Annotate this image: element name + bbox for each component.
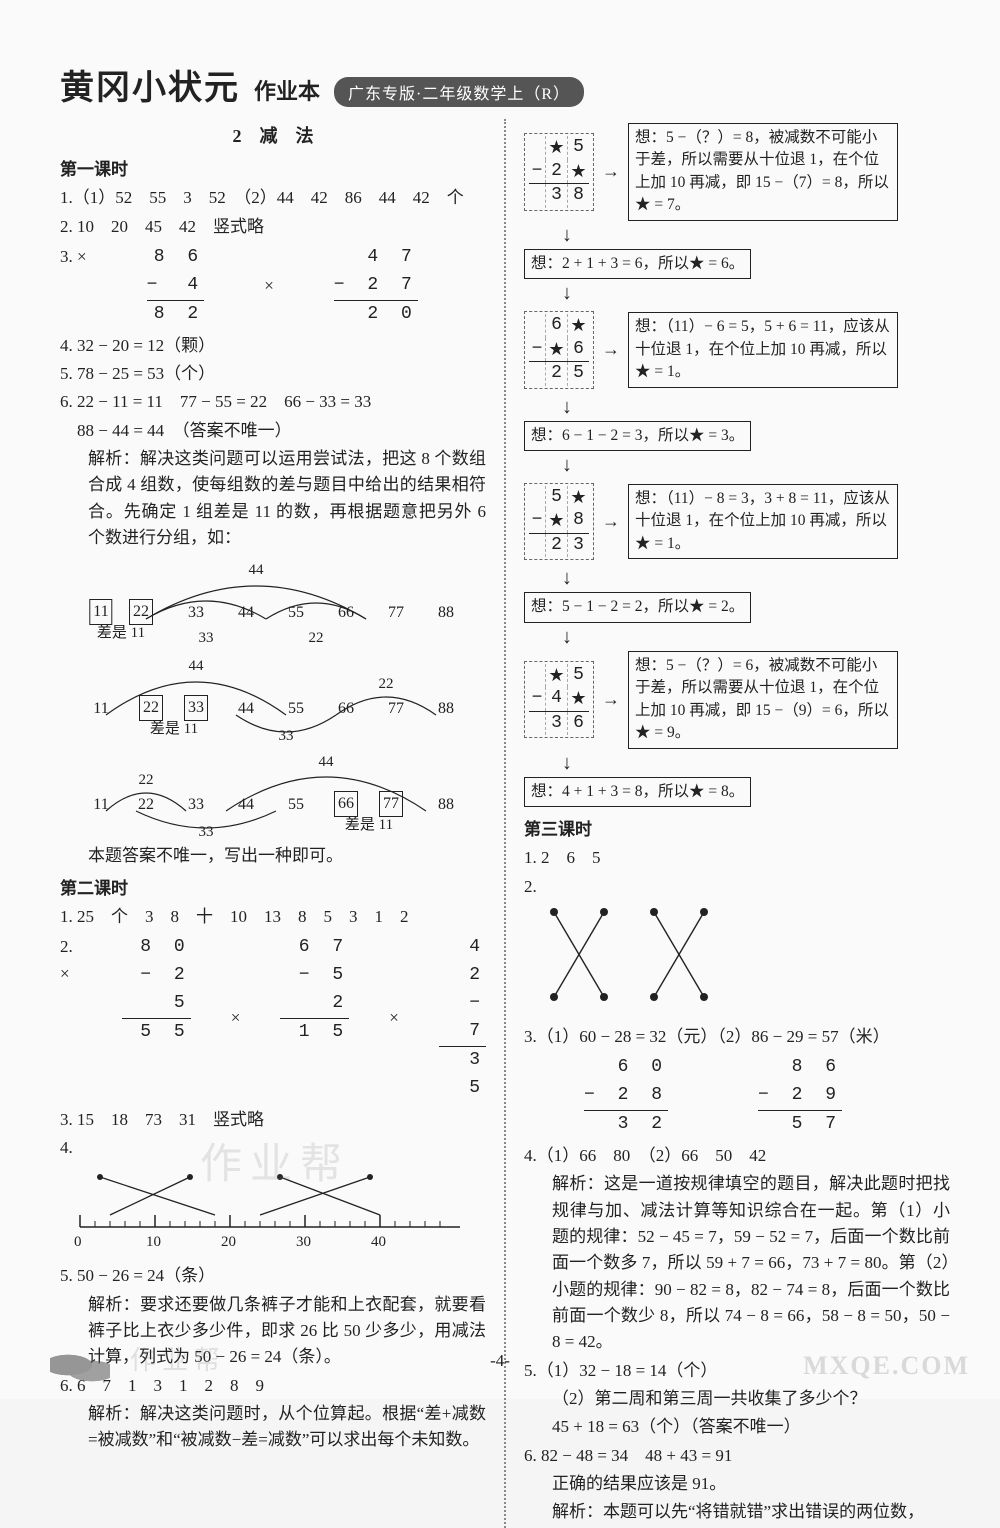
carry-calc-4: 5★ −★8 23 <box>524 483 594 560</box>
l2-q3: 3. 15 18 73 31 竖式略 <box>60 1107 486 1133</box>
l2-q4: 4. <box>60 1135 486 1161</box>
lesson1-title: 第一课时 <box>60 157 486 183</box>
l3-q3-calc1: 6 0 − 2 8 3 2 <box>584 1054 668 1139</box>
l3-q5c: 45 + 18 = 63（个）（答案不唯一） <box>524 1414 950 1440</box>
l2-q6: 6. 6 7 1 3 1 2 8 9 <box>60 1373 486 1399</box>
flow-row-4: 5★ −★8 23 → 想：（11）− 8 = 3，3 + 8 = 11，应该从… <box>524 479 950 564</box>
l3-q3-calcs: 6 0 − 2 8 3 2 8 6 − 2 9 5 7 <box>584 1054 950 1139</box>
think-box-0: 想：5 −（？）= 8，被减数不可能小于差，所以需要从十位退 1，在个位上加 1… <box>628 123 898 221</box>
l1-q3-label: 3. × <box>60 244 87 329</box>
think-box-4: 想：（11）− 8 = 3，3 + 8 = 11，应该从十位退 1，在个位上加 … <box>628 484 898 559</box>
l3-q6-exp: 解析：本题可以先“将错就错”求出错误的两位数， <box>524 1499 950 1525</box>
ruler-diagram: 0 10 20 30 40 <box>70 1167 470 1257</box>
l3-q4-exp: 解析：这是一道按规律填空的题目，解决此题时把找规律与加、减法计算等知识综合在一起… <box>524 1171 950 1355</box>
l3-q6b: 正确的结果应该是 91。 <box>524 1471 950 1497</box>
carry-calc-6: ★5 −4★ 36 <box>524 661 594 738</box>
l1-exp: 解析：解决这类问题可以运用尝试法，把这 8 个数组合成 4 组数，使每组数的差与… <box>60 446 486 551</box>
l1-q3-calc1: 8 6 − 4 8 2 <box>147 244 205 329</box>
l3-q3: 3.（1）60 − 28 = 32（元）（2）86 − 29 = 57（米） <box>524 1024 950 1050</box>
l3-q2: 2. <box>524 874 950 900</box>
arrow-right-icon: → <box>602 686 620 714</box>
think-box-5: 想：5 − 1 − 2 = 2，所以★ = 2。 <box>524 592 751 622</box>
down-arrow-icon: ↓ <box>562 283 950 303</box>
think-box-1: 想：2 + 1 + 3 = 6，所以★ = 6。 <box>524 249 751 279</box>
l2-q6-exp: 解析：解决这类问题时，从个位算起。根据“差+减数=被减数”和“被减数−差=减数”… <box>60 1401 486 1454</box>
down-arrow-icon: ↓ <box>562 753 950 773</box>
column-divider <box>504 119 506 1528</box>
l3-q4a: 4.（1）66 80 （2）66 50 42 <box>524 1143 950 1169</box>
arc-diagram-1: 44 33 22 11 22 33 44 55 66 77 88 差是 11 <box>76 557 476 647</box>
lesson2-title: 第二课时 <box>60 876 486 902</box>
workbook-label: 作业本 <box>254 74 320 106</box>
l3-q1: 1. 2 6 5 <box>524 845 950 871</box>
think-box-3: 想：6 − 1 − 2 = 3，所以★ = 3。 <box>524 421 751 451</box>
l2-q5-exp: 解析：要求还要做几条裤子才能和上衣配套，就要看裤子比上衣少多少件，即求 26 比… <box>60 1292 486 1371</box>
carry-calc-0: ★5 −2★ 38 <box>524 133 594 210</box>
carry-calc-2: 6★ −★6 25 <box>524 311 594 388</box>
down-arrow-icon: ↓ <box>562 568 950 588</box>
down-arrow-icon: ↓ <box>562 455 950 475</box>
lesson3-title: 第三课时 <box>524 817 950 843</box>
l3-q5b: （2）第二周和第三周一共收集了多少个？ <box>524 1386 950 1412</box>
l3-q6a: 6. 82 − 48 = 34 48 + 43 = 91 <box>524 1443 950 1469</box>
l1-q5: 5. 78 − 25 = 53（个） <box>60 361 486 387</box>
l1-q1: 1.（1）52 55 3 52 （2）44 42 86 44 42 个 <box>60 185 486 211</box>
arc-diagram-3: 22 44 33 11 22 33 44 55 66 77 88 差是 11 <box>76 749 476 839</box>
arrow-right-icon: → <box>602 336 620 364</box>
page-number: -4- <box>490 1351 510 1371</box>
arrow-right-icon: → <box>602 508 620 536</box>
l1-q3-row: 3. × 8 6 − 4 8 2 × 4 7 − 2 7 2 0 <box>88 244 486 329</box>
think-box-2: 想：（11）− 6 = 5，5 + 6 = 11，应该从十位退 1，在个位上加 … <box>628 312 898 387</box>
l2-q2-calc2: 6 7 − 5 2 1 5 <box>280 934 349 1102</box>
edition-pill: 广东专版·二年级数学上（R） <box>334 77 584 107</box>
l2-q2-calc1: 8 0 − 2 5 5 5 <box>122 934 191 1102</box>
l1-q6b: 88 − 44 = 44 （答案不唯一） <box>60 418 486 444</box>
brand-logo: 黄冈小状元 <box>60 60 240 109</box>
flow-row-2: 6★ −★6 25 → 想：（11）− 6 = 5，5 + 6 = 11，应该从… <box>524 307 950 392</box>
l2-q2-row: 2. × 8 0 − 2 5 5 5 × 6 7 − 5 2 1 5 × 4 2… <box>88 934 486 1102</box>
l1-q4: 4. 32 − 20 = 12（颗） <box>60 333 486 359</box>
l1-note: 本题答案不唯一，写出一种即可。 <box>60 843 486 869</box>
arrow-right-icon: → <box>602 158 620 186</box>
l1-q2: 2. 10 20 45 42 竖式略 <box>60 214 486 240</box>
down-arrow-icon: ↓ <box>562 225 950 245</box>
l2-q2-label: 2. × <box>60 934 82 1102</box>
down-arrow-icon: ↓ <box>562 397 950 417</box>
l1-q3-calc2: 4 7 − 2 7 2 0 <box>334 244 418 329</box>
l3-q3-calc2: 8 6 − 2 9 5 7 <box>758 1054 842 1139</box>
chapter-title: 2 减 法 <box>60 123 486 151</box>
think-box-7: 想：4 + 1 + 3 = 8，所以★ = 8。 <box>524 777 751 807</box>
think-box-6: 想：5 −（？）= 6，被减数不可能小于差，所以需要从十位退 1，在个位上加 1… <box>628 651 898 749</box>
match-diagram <box>534 902 734 1022</box>
flow-row-0: ★5 −2★ 38 → 想：5 −（？）= 8，被减数不可能小于差，所以需要从十… <box>524 123 950 221</box>
l2-q5: 5. 50 − 26 = 24（条） <box>60 1263 486 1289</box>
down-arrow-icon: ↓ <box>562 627 950 647</box>
arc-diagram-2: 44 22 33 11 22 33 44 55 66 77 88 差是 11 <box>76 653 476 743</box>
l3-q5a: 5.（1）32 − 18 = 14（个） <box>524 1358 950 1384</box>
footer-decoration-icon <box>50 1353 110 1383</box>
l2-q2-calc3: 4 2 − 7 3 5 <box>439 934 486 1102</box>
page-header: 黄冈小状元 作业本 广东专版·二年级数学上（R） <box>60 60 950 109</box>
l1-q6a: 6. 22 − 11 = 11 77 − 55 = 22 66 − 33 = 3… <box>60 389 486 415</box>
l2-q1: 1. 25 个 3 8 十 10 13 8 5 3 1 2 <box>60 904 486 930</box>
flow-row-6: ★5 −4★ 36 → 想：5 −（？）= 6，被减数不可能小于差，所以需要从十… <box>524 651 950 749</box>
right-column: ★5 −2★ 38 → 想：5 −（？）= 8，被减数不可能小于差，所以需要从十… <box>524 119 950 1528</box>
left-column: 2 减 法 第一课时 1.（1）52 55 3 52 （2）44 42 86 4… <box>60 119 486 1528</box>
